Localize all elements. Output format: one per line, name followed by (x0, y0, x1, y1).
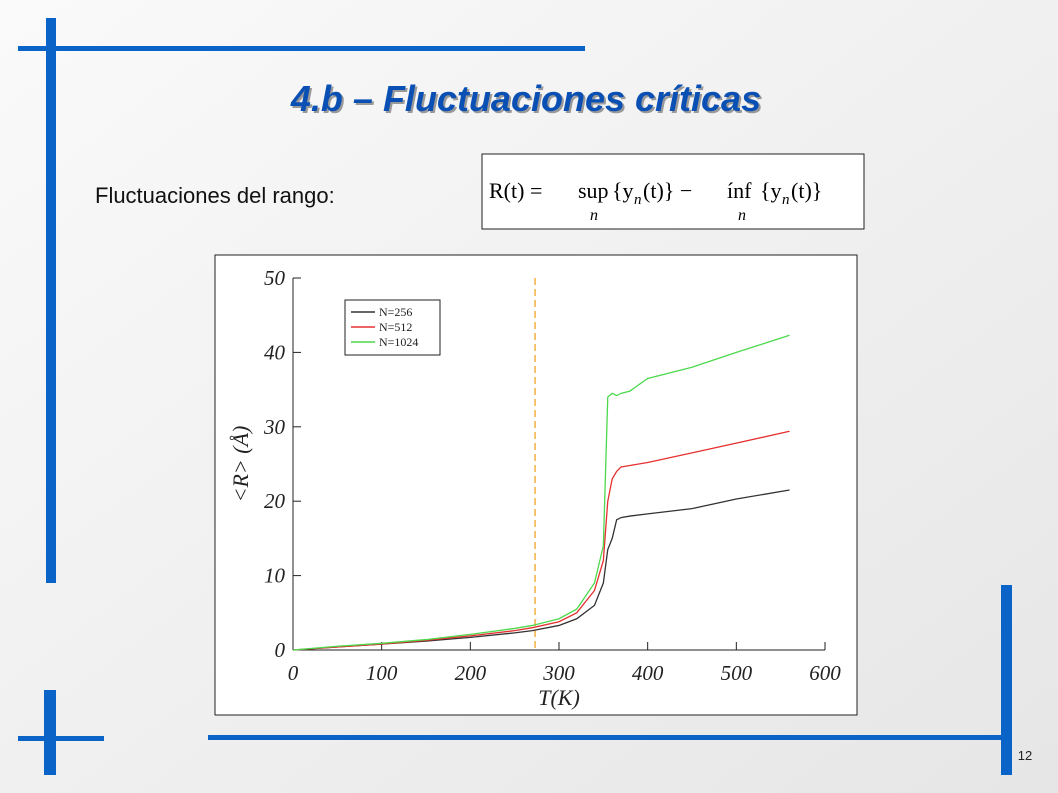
body-text: Fluctuaciones del rango: (95, 183, 335, 208)
title: 4.b – Fluctuaciones críticas (290, 78, 761, 119)
formula-part: n (590, 207, 598, 224)
formula-box (481, 153, 865, 230)
series-line (292, 334, 790, 651)
formula-part: (t)} − (643, 178, 692, 203)
chart: 0 100 200 300 400 500 600 0 10 20 30 40 50 T(K) <R> (Å… (228, 266, 841, 710)
formula-part: n (634, 192, 642, 208)
x-tick-label: 200 (455, 661, 487, 685)
x-tick-label: 100 (366, 661, 398, 685)
y-tick-label: 10 (264, 564, 286, 588)
formula-part: n (738, 207, 746, 224)
decoration (18, 18, 1012, 775)
formula-part: R(t) = (489, 178, 542, 203)
page-number: 12 (1018, 748, 1032, 763)
x-tick-label: 300 (542, 661, 575, 685)
formula-part: sup (578, 178, 609, 203)
y-tick-label: 40 (264, 340, 286, 364)
legend-label: N=256 (379, 305, 412, 319)
formula-part: n (782, 192, 790, 208)
formula-part: {y (612, 178, 634, 203)
x-tick-label: 600 (809, 661, 841, 685)
y-axis-label: <R> (Å) (228, 426, 253, 503)
series-line (292, 430, 790, 651)
x-axis-label: T(K) (538, 685, 580, 710)
y-tick-label: 30 (263, 415, 286, 439)
formula-part: (t)} (791, 178, 822, 203)
title-shadow: 4.b – Fluctuaciones críticas (292, 80, 763, 121)
formula-part: {y (760, 178, 782, 203)
series-line (292, 489, 790, 651)
legend-label: N=1024 (379, 335, 418, 349)
chart-frame (214, 254, 858, 716)
x-tick-label: 500 (721, 661, 753, 685)
x-tick-label: 400 (632, 661, 664, 685)
formula-part: ínf (727, 178, 752, 203)
y-tick-label: 20 (264, 489, 286, 513)
x-tick-label: 0 (288, 661, 299, 685)
formula: R(t) = sup n {y n (t)} − ínf n {y n (t)} (489, 178, 822, 224)
y-tick-label: 0 (275, 638, 286, 662)
y-tick-label: 50 (264, 266, 286, 290)
legend-label: N=512 (379, 320, 412, 334)
